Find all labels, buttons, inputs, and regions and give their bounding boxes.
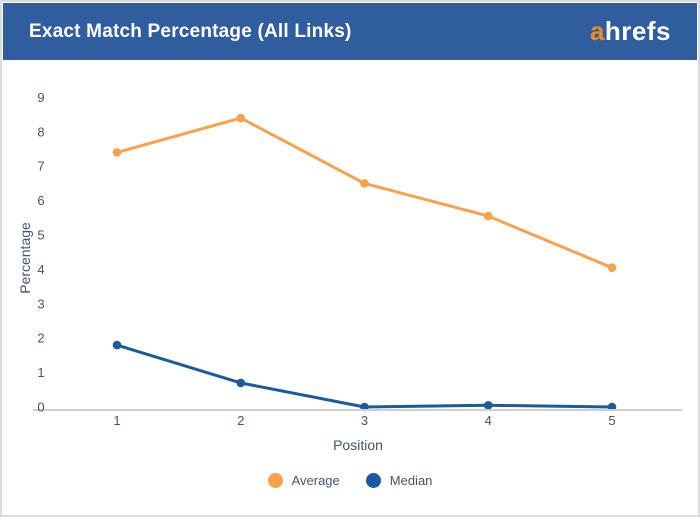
y-tick-label-7: 7 xyxy=(37,159,44,174)
chart-legend: Average Median xyxy=(2,473,698,488)
legend-item-average: Average xyxy=(267,473,340,488)
y-tick-label-0: 0 xyxy=(37,400,44,415)
average-data-point-5 xyxy=(607,263,617,272)
average-series xyxy=(112,113,617,272)
median-data-point-4 xyxy=(483,400,493,410)
y-tick-label-3: 3 xyxy=(37,296,44,311)
average-data-point-2 xyxy=(236,113,246,123)
x-tick-label-4: 4 xyxy=(485,413,492,428)
x-tick-label-5: 5 xyxy=(608,413,615,428)
median-data-point-2 xyxy=(236,378,246,388)
legend-item-median: Median xyxy=(365,473,433,488)
average-data-point-1 xyxy=(112,148,122,157)
chart-header: Exact Match Percentage (All Links) ahref… xyxy=(3,3,697,60)
y-axis-title: Percentage xyxy=(17,222,33,294)
average-data-point-4 xyxy=(483,211,493,221)
y-tick-label-9: 9 xyxy=(37,90,44,105)
y-tick-label-5: 5 xyxy=(37,228,44,243)
x-tick-label-2: 2 xyxy=(237,413,244,428)
legend-dot-average xyxy=(267,473,283,488)
legend-dot-median xyxy=(365,473,381,488)
y-tick-label-6: 6 xyxy=(37,193,44,208)
median-series xyxy=(112,340,617,412)
average-data-point-3 xyxy=(360,179,369,188)
median-series-line xyxy=(115,343,614,409)
chart-title: Exact Match Percentage (All Links) xyxy=(29,20,352,42)
ahrefs-logo-accent: a xyxy=(589,16,605,46)
y-tick-label-4: 4 xyxy=(37,262,44,277)
x-tick-label-3: 3 xyxy=(361,413,368,428)
average-series-line xyxy=(115,116,614,270)
y-tick-label-2: 2 xyxy=(37,331,44,346)
ahrefs-logo: ahrefs xyxy=(590,16,671,47)
x-axis-title: Position xyxy=(333,437,383,453)
legend-label-median: Median xyxy=(389,473,433,488)
legend-label-average: Average xyxy=(291,473,340,488)
median-data-point-1 xyxy=(112,340,122,350)
y-tick-label-1: 1 xyxy=(37,365,44,380)
x-tick-label-1: 1 xyxy=(113,413,120,428)
ahrefs-logo-text: hrefs xyxy=(604,16,671,46)
y-tick-label-8: 8 xyxy=(37,124,44,139)
